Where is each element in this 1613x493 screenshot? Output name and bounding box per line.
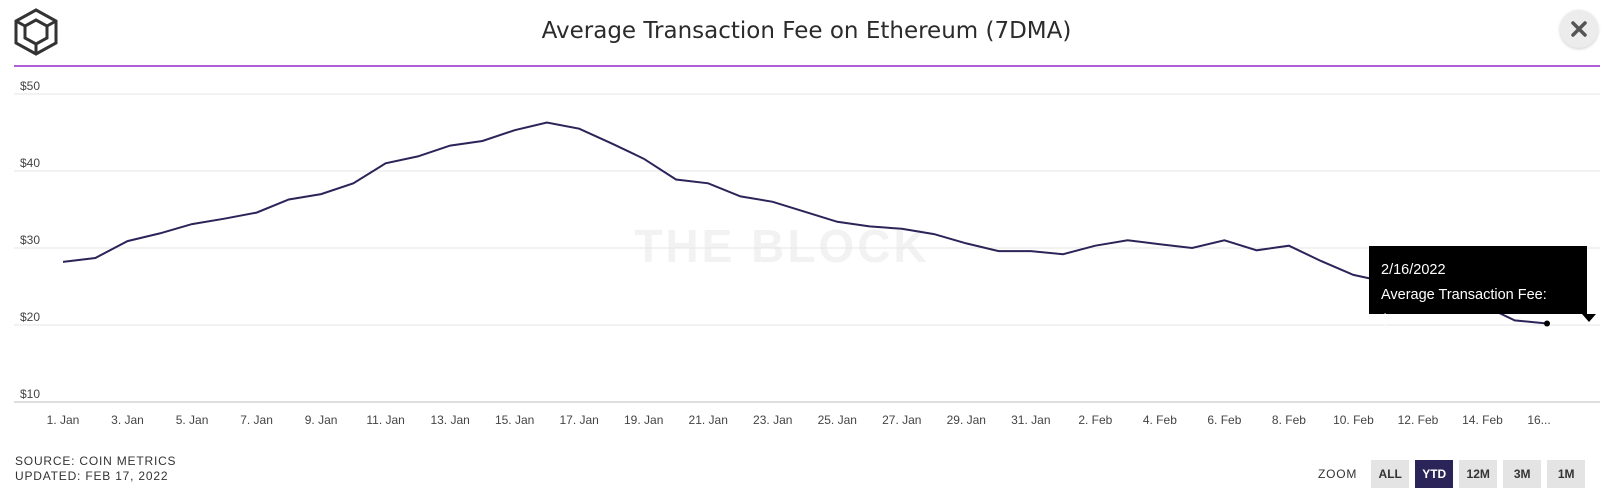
zoom-ytd-button[interactable]: YTD	[1415, 460, 1454, 488]
x-tick-label: 1. Jan	[47, 413, 80, 427]
x-tick-label: 25. Jan	[818, 413, 857, 427]
x-tick-label: 27. Jan	[882, 413, 921, 427]
tooltip-date: 2/16/2022	[1381, 262, 1446, 278]
tooltip: 2/16/2022 Average Transaction Fee: $20.1…	[1369, 246, 1587, 328]
x-tick-label: 16...	[1527, 413, 1550, 427]
x-tick-label: 15. Jan	[495, 413, 534, 427]
zoom-3m-button[interactable]: 3M	[1503, 460, 1542, 488]
x-tick-label: 14. Feb	[1462, 413, 1503, 427]
watermark: THE BLOCK	[634, 220, 929, 272]
updated-label: UPDATED: FEB 17, 2022	[15, 469, 169, 483]
source-label: SOURCE: COIN METRICS	[15, 454, 177, 468]
y-tick-label: $50	[20, 79, 40, 93]
header-divider	[14, 65, 1600, 67]
x-tick-label: 31. Jan	[1011, 413, 1050, 427]
x-tick-label: 12. Feb	[1398, 413, 1439, 427]
x-tick-label: 6. Feb	[1207, 413, 1241, 427]
x-tick-label: 2. Feb	[1078, 413, 1112, 427]
zoom-all-button[interactable]: ALL	[1371, 460, 1410, 488]
x-tick-label: 13. Jan	[430, 413, 469, 427]
the-block-logo	[14, 8, 58, 56]
x-tick-label: 4. Feb	[1143, 413, 1177, 427]
x-tick-label: 19. Jan	[624, 413, 663, 427]
x-tick-label: 9. Jan	[305, 413, 338, 427]
zoom-controls: ZOOM ALL YTD 12M 3M 1M	[1318, 460, 1586, 488]
series-line	[62, 121, 1548, 325]
tooltip-value: Average Transaction Fee: $20.19	[1381, 287, 1547, 328]
x-tick-label: 3. Jan	[111, 413, 144, 427]
y-tick-label: $30	[20, 233, 40, 247]
x-tick-label: 8. Feb	[1272, 413, 1306, 427]
zoom-1m-button[interactable]: 1M	[1547, 460, 1586, 488]
y-tick-label: $10	[20, 387, 40, 401]
source-note: SOURCE: COIN METRICS UPDATED: FEB 17, 20…	[15, 454, 176, 484]
zoom-12m-button[interactable]: 12M	[1459, 460, 1498, 488]
y-tick-label: $40	[20, 156, 40, 170]
x-tick-label: 21. Jan	[689, 413, 728, 427]
close-icon	[1571, 21, 1587, 37]
close-button[interactable]	[1560, 10, 1598, 48]
hover-point[interactable]	[1544, 320, 1550, 327]
y-tick-label: $20	[20, 310, 40, 324]
x-tick-label: 17. Jan	[559, 413, 598, 427]
tooltip-pointer	[1582, 314, 1596, 322]
x-tick-label: 10. Feb	[1333, 413, 1374, 427]
x-tick-label: 11. Jan	[366, 413, 404, 427]
x-tick-label: 23. Jan	[753, 413, 792, 427]
x-tick-label: 5. Jan	[176, 413, 209, 427]
x-tick-label: 7. Jan	[240, 413, 273, 427]
x-tick-label: 29. Jan	[947, 413, 986, 427]
zoom-label: ZOOM	[1318, 467, 1358, 481]
chart-title: Average Transaction Fee on Ethereum (7DM…	[541, 18, 1072, 44]
